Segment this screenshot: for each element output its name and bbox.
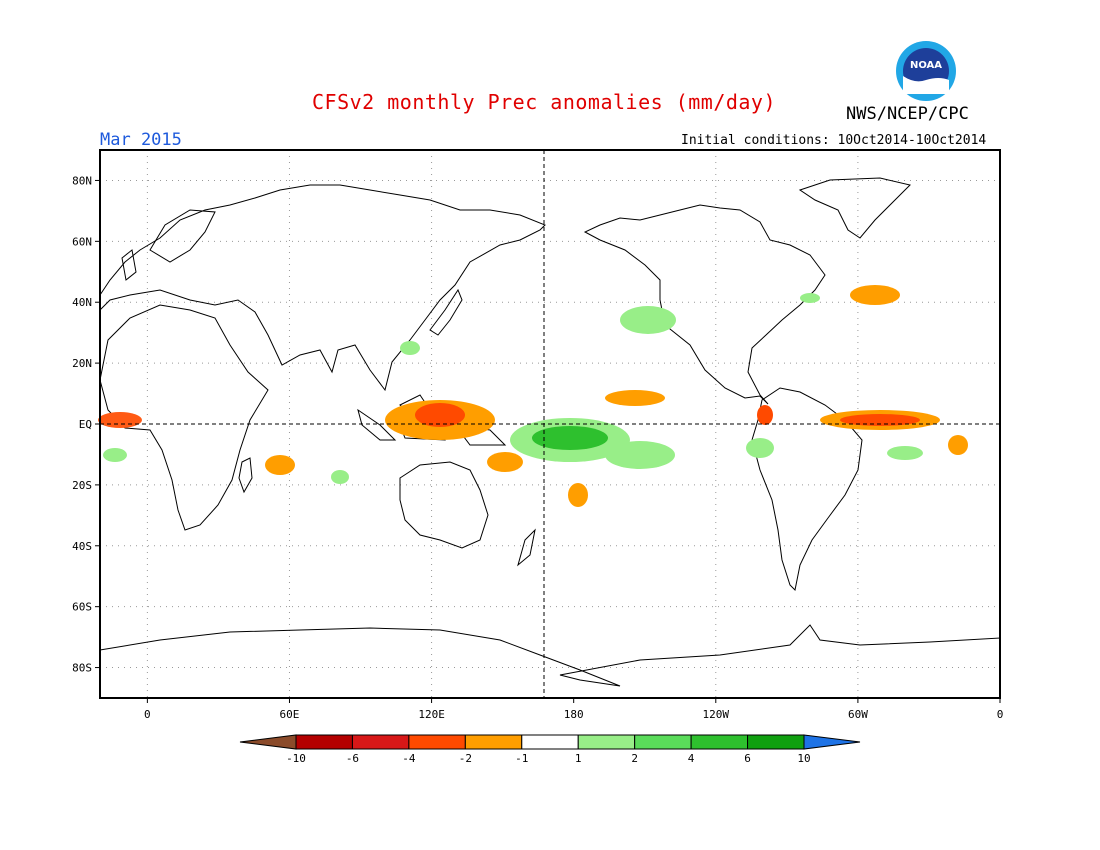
noaa-logo-text: NOAA — [910, 60, 942, 71]
lat-tick-labels: 80N 60N 40N 20N EQ 20S 40S 60S 80S — [72, 174, 100, 675]
lon-tick-label: 120E — [418, 708, 445, 721]
lon-tick-label: 120W — [703, 708, 730, 721]
colorbar-box — [690, 734, 749, 750]
colorbar-box — [351, 734, 410, 750]
lat-tick-label: 60S — [72, 601, 92, 614]
colorbar-label: -1 — [515, 752, 528, 765]
lon-tick-labels: 0 60E 120E 180 120W 60W 0 — [144, 698, 1003, 721]
lat-tick-label: 20N — [72, 357, 92, 370]
lat-tick-label: 20S — [72, 479, 92, 492]
colorbar-label: -4 — [402, 752, 416, 765]
colorbar-box — [295, 734, 353, 750]
lat-tick-label: 40N — [72, 296, 92, 309]
colorbar-left-triangle — [239, 734, 297, 750]
lon-tick-label: 0 — [997, 708, 1004, 721]
colorbar-label: -2 — [459, 752, 472, 765]
lat-tick-label: 60N — [72, 235, 92, 248]
colorbar-label: 4 — [688, 752, 695, 765]
colorbar-box — [577, 734, 636, 750]
colorbar-label: -6 — [346, 752, 359, 765]
lon-tick-label: 0 — [144, 708, 151, 721]
lon-tick-label: 180 — [564, 708, 584, 721]
colorbar-box — [634, 734, 692, 750]
lon-tick-label: 60E — [280, 708, 300, 721]
colorbar-label: 6 — [744, 752, 751, 765]
colorbar-box — [521, 734, 579, 750]
colorbar-box — [747, 734, 805, 750]
lat-tick-label: 80S — [72, 662, 92, 675]
plot-area — [98, 149, 1001, 699]
colorbar-label: 2 — [631, 752, 638, 765]
lon-tick-label: 60W — [848, 708, 868, 721]
colorbar-right-triangle — [803, 734, 861, 750]
colorbar: -10 -6 -4 -2 -1 1 2 4 6 10 — [239, 734, 861, 765]
noaa-logo: NOAA — [896, 41, 956, 101]
lat-tick-label: 80N — [72, 174, 92, 187]
colorbar-label: 10 — [797, 752, 810, 765]
lat-tick-label: EQ — [79, 418, 92, 431]
initial-conditions-label: Initial conditions: 10Oct2014-10Oct2014 — [681, 133, 987, 148]
period-label: Mar 2015 — [100, 130, 182, 150]
colorbar-label: -10 — [286, 752, 306, 765]
chart-title: CFSv2 monthly Prec anomalies (mm/day) — [312, 90, 777, 114]
lat-tick-label: 40S — [72, 540, 92, 553]
colorbar-label: 1 — [575, 752, 582, 765]
colorbar-box — [408, 734, 466, 750]
agency-label: NWS/NCEP/CPC — [846, 104, 969, 124]
colorbar-box — [464, 734, 523, 750]
